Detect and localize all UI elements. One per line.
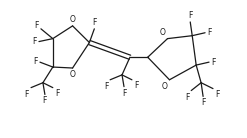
Text: F: F: [185, 92, 189, 102]
Text: F: F: [201, 98, 205, 107]
Text: O: O: [160, 28, 165, 37]
Text: F: F: [188, 11, 192, 20]
Text: O: O: [70, 70, 76, 79]
Text: O: O: [70, 15, 76, 24]
Text: F: F: [25, 90, 29, 99]
Text: F: F: [34, 57, 38, 66]
Text: F: F: [33, 37, 37, 46]
Text: F: F: [215, 90, 219, 99]
Text: F: F: [43, 96, 47, 105]
Text: O: O: [162, 82, 167, 91]
Text: F: F: [211, 58, 215, 67]
Text: F: F: [134, 81, 138, 90]
Text: F: F: [35, 21, 39, 30]
Text: F: F: [55, 89, 59, 98]
Text: F: F: [104, 82, 108, 91]
Text: F: F: [92, 18, 97, 27]
Text: F: F: [122, 89, 126, 98]
Text: F: F: [207, 28, 211, 37]
